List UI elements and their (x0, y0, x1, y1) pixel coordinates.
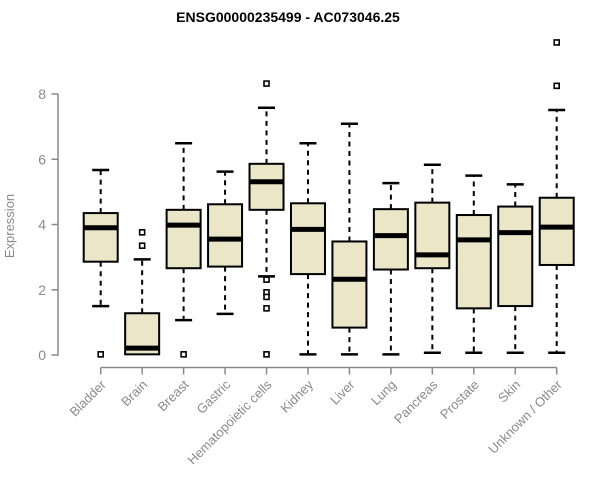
x-tick-label: Prostate (437, 377, 482, 422)
outlier-point (263, 293, 270, 301)
outlier-point (97, 351, 104, 358)
outlier-point (263, 80, 270, 87)
iqr-box (289, 202, 326, 276)
outlier-point (180, 351, 187, 358)
box-brain (124, 229, 161, 356)
outlier-point (263, 276, 270, 283)
iqr-box (207, 203, 244, 268)
x-tick-label: Gastric (193, 377, 233, 417)
x-tick-label: Liver (327, 377, 358, 408)
box-gastric (207, 170, 244, 316)
box-pancreas (414, 163, 451, 354)
x-tick-label: Breast (155, 377, 192, 414)
box-breast (165, 142, 202, 358)
iqr-box (331, 240, 368, 329)
iqr-box (372, 208, 409, 271)
box-liver (331, 122, 368, 356)
chart-title: ENSG00000235499 - AC073046.25 (176, 9, 400, 25)
outlier-point (553, 82, 561, 90)
box-series (82, 39, 575, 358)
x-tick-label: Brain (118, 377, 150, 409)
box-skin (497, 183, 534, 354)
x-tick-label: Pancreas (391, 377, 441, 427)
box-unknown-other (538, 39, 575, 354)
y-tick-label: 2 (38, 282, 46, 298)
box-kidney (289, 142, 326, 356)
y-tick-label: 8 (38, 86, 46, 102)
x-tick-label: Lung (368, 377, 399, 408)
box-hematopoietic-cells (248, 80, 285, 358)
x-tick-label: Bladder (67, 377, 110, 420)
iqr-box (165, 208, 202, 270)
x-tick-label: Kidney (277, 377, 316, 416)
y-tick-label: 0 (38, 347, 46, 363)
box-prostate (455, 174, 492, 354)
outlier-point (263, 305, 270, 312)
outlier-point (263, 351, 270, 358)
iqr-box (414, 201, 451, 270)
iqr-box (538, 196, 575, 266)
outlier-point (553, 39, 561, 46)
y-tick-label: 6 (38, 151, 46, 167)
y-axis-title: Expression (2, 194, 17, 258)
outlier-point (138, 229, 146, 236)
iqr-box (248, 162, 285, 211)
x-tick-label: Skin (495, 377, 523, 405)
x-tick-label: Unknown / Other (485, 377, 565, 457)
iqr-box (455, 214, 492, 310)
y-tick-label: 4 (38, 217, 46, 233)
outlier-point (138, 242, 146, 250)
box-lung (372, 181, 409, 356)
iqr-box (82, 212, 119, 263)
box-bladder (82, 168, 119, 358)
iqr-box (497, 205, 534, 308)
